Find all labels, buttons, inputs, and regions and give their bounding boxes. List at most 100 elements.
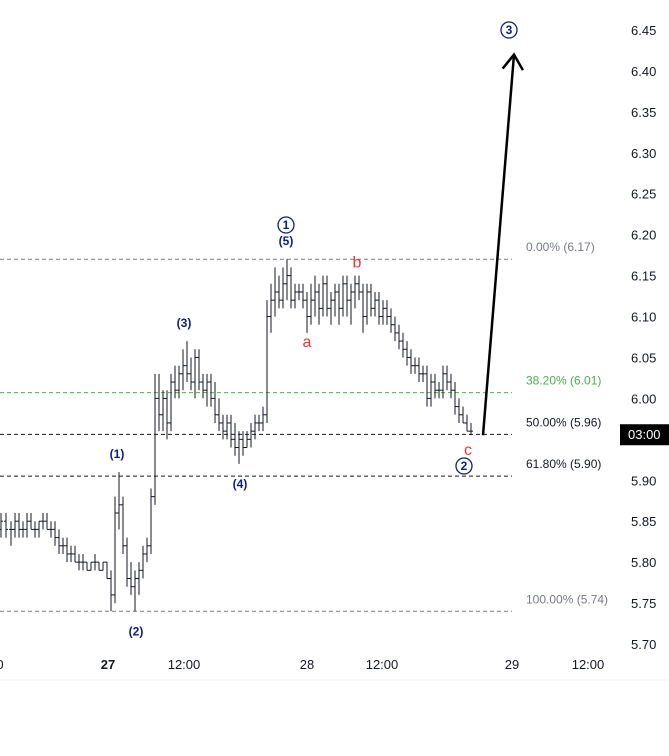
ohlc-bar — [389, 308, 393, 333]
wave-label: (4) — [233, 477, 248, 491]
ohlc-bar — [161, 390, 165, 432]
svg-text:2: 2 — [461, 459, 468, 473]
ohlc-bar — [305, 291, 309, 333]
y-tick-label: 6.00 — [631, 391, 656, 406]
ohlc-bar — [65, 537, 69, 563]
ohlc-bar — [373, 291, 377, 317]
y-tick-label: 5.75 — [631, 596, 656, 611]
ohlc-bar — [333, 283, 337, 317]
ohlc-bar — [341, 275, 345, 317]
ohlc-bar — [385, 300, 389, 325]
ohlc-bar — [393, 316, 397, 342]
ohlc-bar — [145, 537, 149, 563]
ohlc-bar — [157, 373, 161, 432]
wave-label: (5) — [279, 234, 294, 248]
ohlc-bar — [169, 373, 173, 432]
ohlc-bar — [197, 349, 201, 391]
ohlc-bar — [201, 373, 205, 399]
ohlc-bar — [445, 365, 449, 391]
ohlc-bar — [29, 513, 33, 530]
ohlc-bar — [41, 513, 45, 530]
ohlc-bar — [53, 521, 57, 546]
wave-label: (3) — [177, 316, 192, 330]
ohlc-bar — [469, 422, 473, 436]
fib-level-label: 61.80% (5.90) — [526, 457, 601, 471]
ohlc-bar — [277, 275, 281, 309]
ohlc-bar — [105, 561, 109, 580]
ohlc-bar — [209, 373, 213, 407]
ohlc-bar — [381, 300, 385, 325]
y-tick-label: 5.90 — [631, 473, 656, 488]
ohlc-bar — [337, 283, 341, 325]
ohlc-bar — [141, 545, 145, 579]
y-tick-label: 6.30 — [631, 146, 656, 161]
fib-level-label: 0.00% (6.17) — [526, 240, 595, 254]
fib-retracement-levels: 0.00% (6.17) 38.20% (6.01) 50.00% (5.96) 61… — [0, 240, 608, 612]
ohlc-bar — [9, 521, 13, 546]
fib-level-label: 50.00% (5.96) — [526, 415, 601, 429]
ohlc-bar — [461, 406, 465, 424]
ohlc-bar — [425, 365, 429, 407]
ohlc-bar — [225, 414, 229, 440]
ohlc-bar — [265, 300, 269, 423]
ohlc-bar — [25, 513, 29, 538]
ohlc-bar — [149, 488, 153, 554]
current-price-tag-label: 03:00 — [628, 427, 661, 442]
circled-wave-label: 3 — [500, 21, 518, 39]
ohlc-bar — [181, 349, 185, 391]
y-tick-label: 6.05 — [631, 350, 656, 365]
ohlc-bar — [301, 283, 305, 309]
x-tick-label: 12:00 — [366, 657, 399, 672]
ohlc-bar — [269, 283, 273, 333]
x-tick-label: 27 — [101, 657, 115, 672]
ohlc-bar — [45, 513, 49, 530]
ohlc-bar — [361, 283, 365, 333]
x-tick-label: 29 — [505, 657, 519, 672]
y-tick-label: 6.40 — [631, 64, 656, 79]
wave-annotations: (1) (2) (3) (4) (5) a b c 1 2 3 — [110, 21, 525, 638]
y-tick-label: 5.80 — [631, 555, 656, 570]
ohlc-bar — [37, 520, 41, 538]
fib-level-label: 38.20% (6.01) — [526, 374, 601, 388]
ohlc-bar — [97, 561, 101, 571]
ohlc-bar — [437, 382, 441, 399]
y-tick-label: 6.20 — [631, 228, 656, 243]
wave-label: (2) — [129, 624, 144, 638]
ohlc-bar — [465, 414, 469, 432]
y-tick-label: 6.25 — [631, 187, 656, 202]
y-tick-label: 5.70 — [631, 637, 656, 652]
ohlc-bar — [125, 537, 129, 587]
ohlc-bar — [329, 291, 333, 325]
projection-arrow-head — [501, 52, 525, 71]
ohlc-bar — [365, 283, 369, 325]
time-axis[interactable]: 0 27 12:00 28 12:00 29 12:00 — [0, 657, 604, 672]
ohlc-bar — [441, 365, 445, 399]
ohlc-bar — [101, 561, 105, 571]
x-tick-label: 28 — [300, 657, 314, 672]
ohlc-bar — [33, 521, 37, 538]
ohlc-bar — [221, 414, 225, 440]
ohlc-bar — [285, 259, 289, 301]
ohlc-bar — [401, 332, 405, 358]
ohlc-bar — [317, 283, 321, 325]
ohlc-bar — [213, 382, 217, 423]
ohlc-bar — [13, 513, 17, 538]
ohlc-bar — [413, 357, 417, 374]
ohlc-bar — [233, 422, 237, 456]
ohlc-bar — [117, 472, 121, 530]
ohlc-bar — [61, 537, 65, 554]
ohlc-bar — [453, 382, 457, 415]
ohlc-bar — [321, 275, 325, 317]
fib-level-label: 100.00% (5.74) — [526, 592, 608, 606]
ohlc-bar — [369, 283, 373, 317]
ohlc-bar — [261, 406, 265, 432]
ohlc-bar — [85, 561, 89, 571]
ohlc-bar — [433, 373, 437, 399]
ohlc-bar — [177, 365, 181, 399]
ohlc-bar — [377, 291, 381, 325]
ohlc-bar — [21, 521, 25, 538]
ohlc-bar — [153, 373, 157, 505]
price-axis[interactable]: 6.45 6.40 6.35 6.30 6.25 6.20 6.15 6.10 6.05 6.00… — [631, 23, 656, 652]
ohlc-bar — [121, 496, 125, 554]
